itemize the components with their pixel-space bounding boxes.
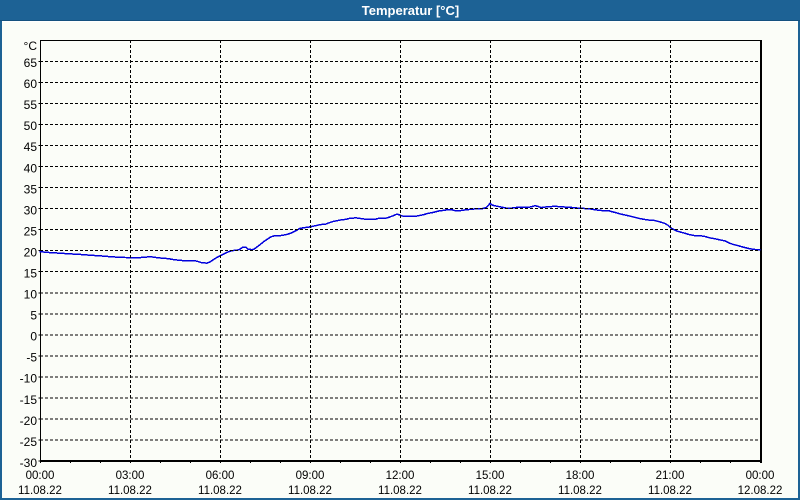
svg-text:65: 65 <box>24 56 38 70</box>
svg-text:15: 15 <box>24 267 38 281</box>
svg-text:21:00: 21:00 <box>656 470 685 482</box>
svg-text:15:00: 15:00 <box>476 470 505 482</box>
svg-text:-10: -10 <box>20 372 38 386</box>
svg-text:09:00: 09:00 <box>296 470 325 482</box>
svg-text:11.08.22: 11.08.22 <box>108 485 152 497</box>
svg-text:30: 30 <box>24 203 38 217</box>
svg-text:-30: -30 <box>20 456 38 470</box>
svg-text:11.08.22: 11.08.22 <box>558 485 602 497</box>
svg-text:-15: -15 <box>20 393 38 407</box>
svg-text:11.08.22: 11.08.22 <box>18 485 62 497</box>
svg-text:50: 50 <box>24 119 38 133</box>
svg-text:40: 40 <box>24 161 38 175</box>
svg-text:12.08.22: 12.08.22 <box>738 485 783 497</box>
svg-text:11.08.22: 11.08.22 <box>378 485 422 497</box>
svg-text:06:00: 06:00 <box>206 470 235 482</box>
svg-text:11.08.22: 11.08.22 <box>198 485 242 497</box>
svg-text:10: 10 <box>24 288 38 302</box>
svg-text:11.08.22: 11.08.22 <box>288 485 332 497</box>
svg-text:20: 20 <box>24 245 38 259</box>
svg-text:00:00: 00:00 <box>746 470 775 482</box>
svg-text:0: 0 <box>30 330 37 344</box>
svg-text:11.08.22: 11.08.22 <box>648 485 692 497</box>
svg-text:35: 35 <box>24 182 38 196</box>
svg-text:45: 45 <box>24 140 38 154</box>
svg-text:60: 60 <box>24 77 38 91</box>
svg-text:12:00: 12:00 <box>386 470 415 482</box>
svg-text:25: 25 <box>24 224 38 238</box>
svg-text:18:00: 18:00 <box>566 470 595 482</box>
svg-text:00:00: 00:00 <box>26 470 55 482</box>
svg-text:11.08.22: 11.08.22 <box>468 485 512 497</box>
svg-text:-5: -5 <box>26 351 37 365</box>
svg-text:°C: °C <box>24 39 38 53</box>
svg-text:03:00: 03:00 <box>116 470 145 482</box>
svg-text:5: 5 <box>30 309 37 323</box>
svg-text:-25: -25 <box>20 435 38 449</box>
svg-text:-20: -20 <box>20 414 38 428</box>
svg-text:55: 55 <box>24 98 38 112</box>
